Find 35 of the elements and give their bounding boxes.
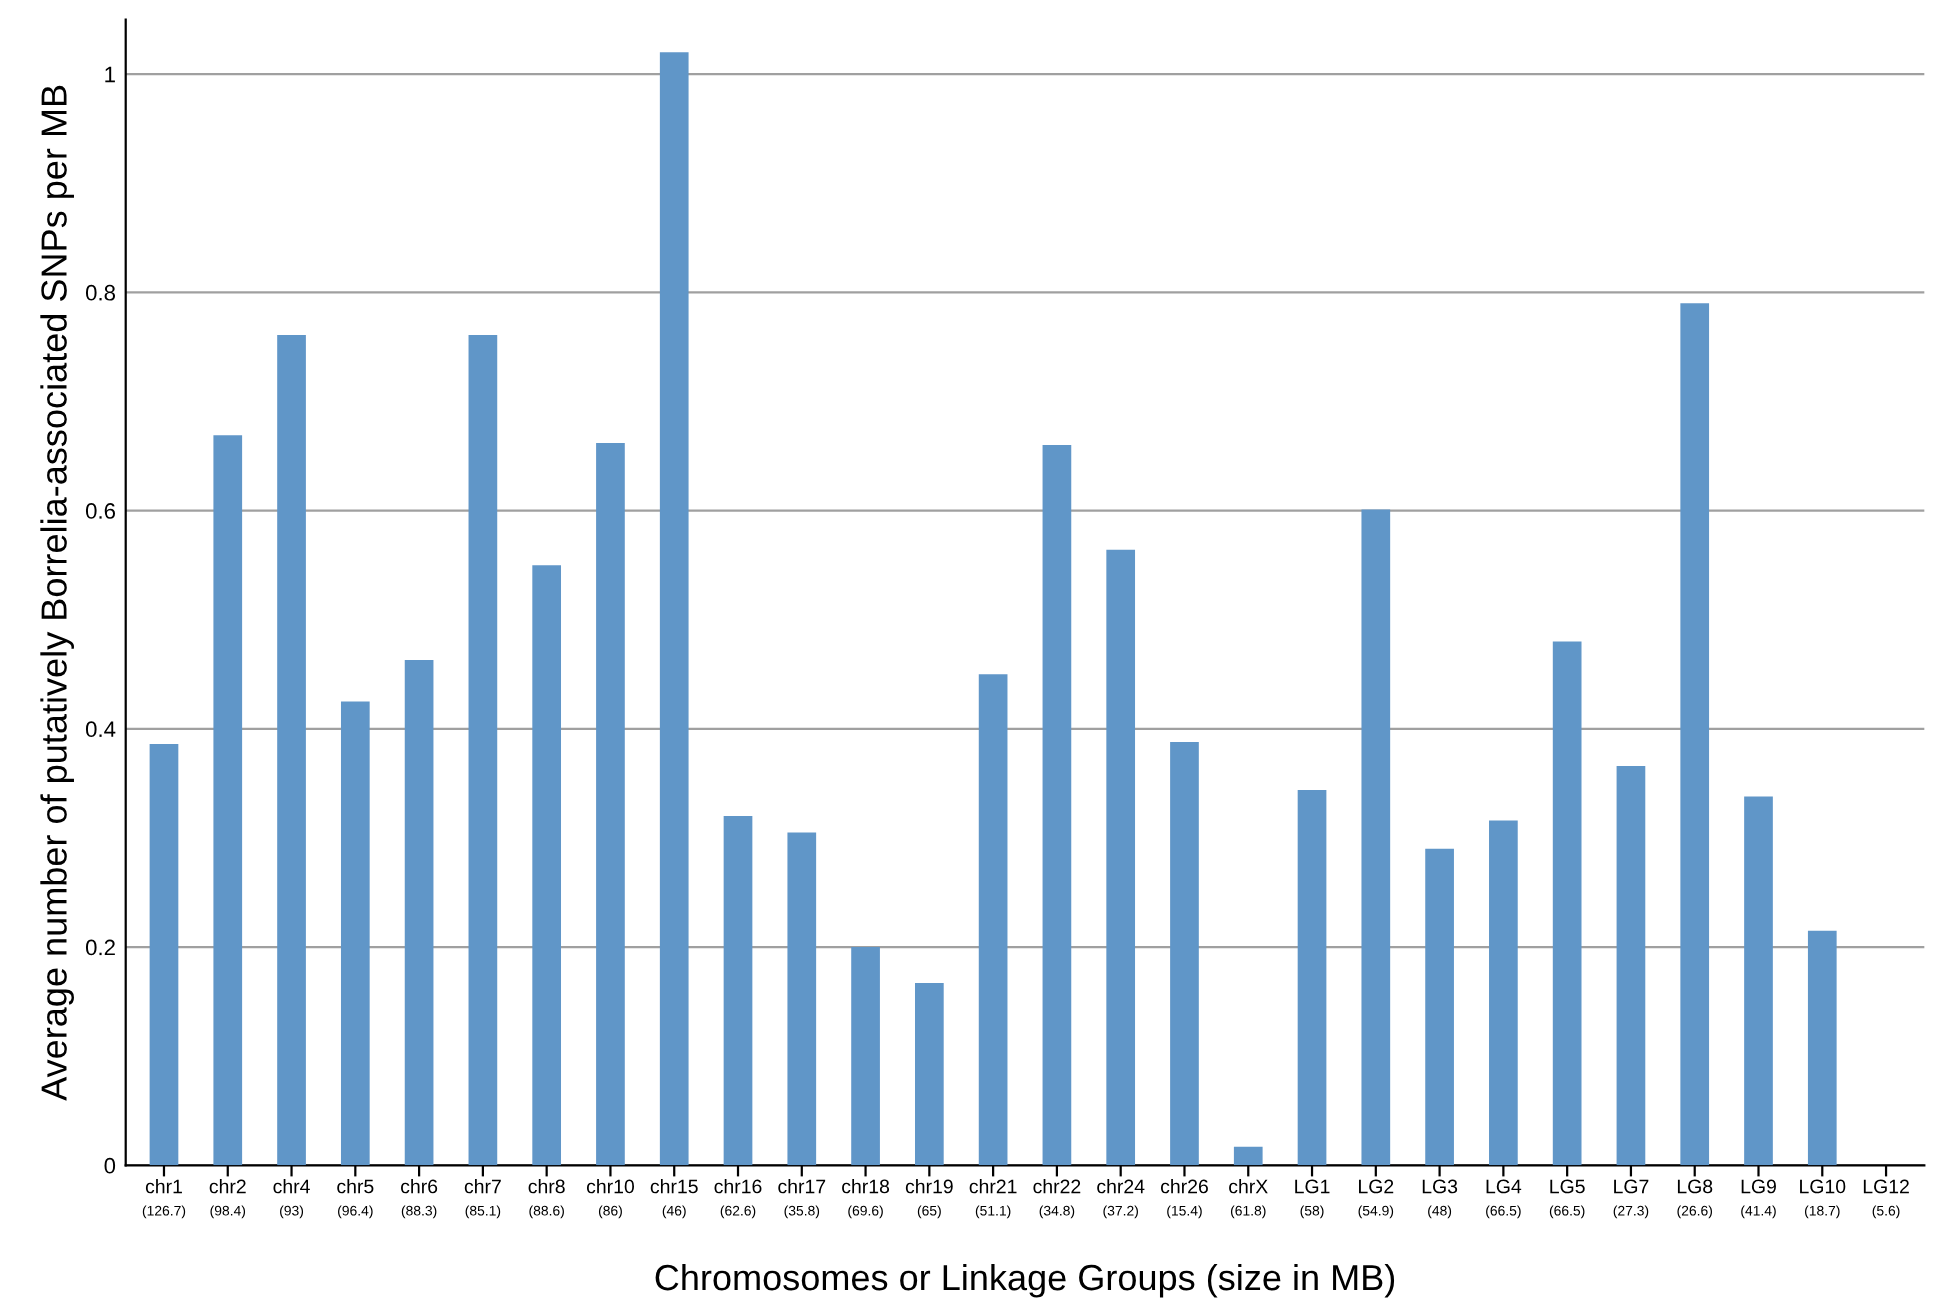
y-tick-label: 0.4 [85, 721, 116, 738]
bar [1552, 641, 1582, 1166]
bar [213, 435, 243, 1166]
bar [851, 947, 880, 1166]
bar [532, 565, 562, 1166]
bar [723, 816, 753, 1166]
bar [1361, 509, 1391, 1166]
bar [1744, 796, 1773, 1166]
bar [1489, 820, 1518, 1166]
bar [1170, 741, 1199, 1166]
y-tick-label: 1 [105, 66, 115, 83]
bar [468, 334, 498, 1166]
bar [340, 701, 370, 1166]
y-tick-label: 0.6 [85, 503, 116, 519]
bar [978, 674, 1008, 1166]
y-tick-label: 0.8 [85, 284, 116, 301]
bar [1616, 765, 1646, 1166]
bar [915, 983, 944, 1166]
bar [277, 334, 306, 1166]
bar [1807, 930, 1837, 1166]
bar [659, 52, 689, 1166]
bar [1425, 848, 1454, 1166]
x-axis-title: Chromosomes or Linkage Groups (size in MB) [655, 1263, 1395, 1298]
bar [149, 744, 179, 1166]
bar [1106, 549, 1136, 1166]
bar [596, 442, 625, 1166]
y-tick-label: 0.2 [85, 939, 115, 956]
bar [1233, 1146, 1263, 1166]
bar [787, 832, 817, 1166]
bar [1297, 789, 1327, 1166]
y-tick-label: 0 [104, 1157, 116, 1174]
bar [1680, 303, 1710, 1166]
y-axis-title: Average number of putatively Borrelia-associated SNPs per MB [40, 85, 74, 1101]
bar [404, 660, 434, 1166]
bar [1042, 445, 1072, 1166]
